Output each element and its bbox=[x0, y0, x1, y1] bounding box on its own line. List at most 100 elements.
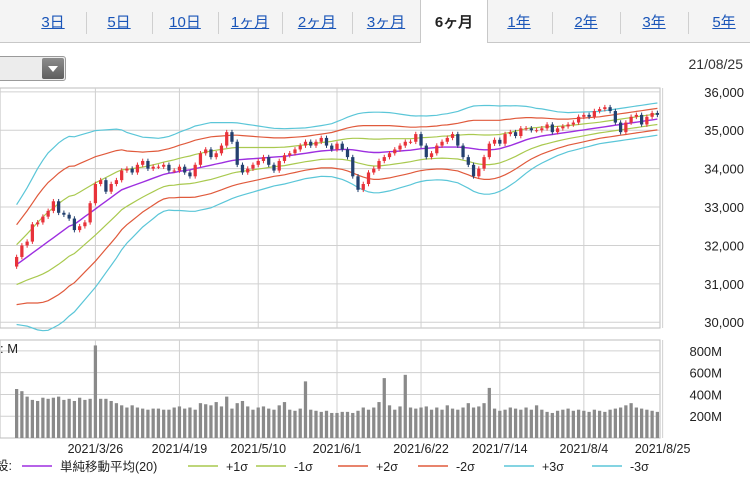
volume-bar bbox=[408, 407, 413, 438]
candle-body bbox=[608, 107, 612, 112]
x-tick-label: 2021/7/14 bbox=[472, 442, 528, 456]
price-tick-label: 33,000 bbox=[704, 200, 744, 215]
volume-bar bbox=[555, 410, 560, 438]
volume-bar bbox=[450, 408, 455, 438]
volume-tick-label: 800M bbox=[689, 344, 722, 359]
tab-2[interactable]: 10日 bbox=[169, 14, 201, 31]
tab-3[interactable]: 1ヶ月 bbox=[230, 14, 270, 31]
volume-bar bbox=[277, 405, 281, 438]
volume-bar bbox=[183, 408, 187, 438]
volume-bar bbox=[513, 408, 518, 438]
tab-8[interactable]: 2年 bbox=[574, 14, 598, 31]
candle-body bbox=[14, 256, 19, 267]
volume-bar bbox=[356, 410, 360, 438]
chevron-down-icon[interactable] bbox=[42, 58, 64, 79]
candle-body bbox=[445, 137, 449, 142]
candle-body bbox=[114, 180, 119, 184]
volume-bar bbox=[655, 411, 660, 438]
volume-bar bbox=[240, 400, 245, 438]
volume-bar bbox=[198, 403, 203, 438]
candle-body bbox=[382, 157, 386, 161]
volume-bar bbox=[141, 408, 145, 438]
indicator-dropdown[interactable] bbox=[0, 56, 66, 81]
candle-body bbox=[624, 122, 628, 133]
volume-bar bbox=[340, 411, 344, 438]
candle-body bbox=[225, 132, 229, 146]
volume-bar bbox=[445, 405, 449, 438]
tab-1[interactable]: 5日 bbox=[107, 14, 131, 31]
volume-bar bbox=[188, 407, 192, 438]
candle-body bbox=[162, 164, 166, 167]
volume-bar bbox=[424, 406, 428, 438]
volume-bar bbox=[597, 410, 602, 438]
volume-bar bbox=[372, 407, 376, 438]
candle-body bbox=[414, 134, 418, 142]
band-minus2 bbox=[16, 129, 658, 306]
candle-body bbox=[487, 143, 491, 158]
candle-body bbox=[272, 164, 276, 171]
candle-body bbox=[492, 139, 497, 144]
candle-body bbox=[277, 160, 281, 171]
tab-7[interactable]: 1年 bbox=[507, 14, 531, 31]
candle-body bbox=[408, 141, 413, 143]
volume-bar bbox=[566, 408, 570, 438]
tab-10[interactable]: 5年 bbox=[712, 14, 736, 31]
candle-body bbox=[524, 128, 528, 130]
volume-bar bbox=[629, 403, 633, 438]
x-tick-label: 2021/6/1 bbox=[313, 442, 362, 456]
candle-body bbox=[104, 180, 108, 192]
x-tick-label: 2021/6/22 bbox=[393, 442, 449, 456]
candle-body bbox=[503, 134, 507, 144]
volume-bar bbox=[487, 387, 491, 438]
volume-bar bbox=[25, 396, 29, 438]
candle-body bbox=[393, 149, 397, 154]
volume-bar bbox=[582, 410, 586, 438]
candle-body bbox=[424, 145, 428, 158]
candle-body bbox=[88, 203, 92, 223]
volume-bar bbox=[51, 397, 56, 438]
candle-body bbox=[288, 153, 292, 156]
candle-body bbox=[298, 145, 302, 150]
price-tick-label: 32,000 bbox=[704, 238, 744, 253]
volume-bar bbox=[639, 408, 644, 438]
volume-bar bbox=[46, 398, 50, 438]
volume-bar bbox=[429, 409, 434, 438]
volume-bar bbox=[93, 345, 98, 438]
candle-body bbox=[141, 160, 145, 165]
volume-bar bbox=[592, 409, 596, 438]
volume-panel-frame bbox=[0, 339, 661, 439]
volume-bar bbox=[114, 403, 119, 438]
volume-bar bbox=[88, 398, 92, 438]
price-tick-label: 31,000 bbox=[704, 277, 744, 292]
candle-body bbox=[261, 157, 266, 161]
candle-body bbox=[240, 164, 245, 173]
candle-body bbox=[613, 111, 617, 123]
legend-label: -2σ bbox=[456, 460, 475, 474]
candle-body bbox=[372, 168, 376, 173]
volume-bar bbox=[104, 398, 108, 438]
tab-0[interactable]: 3日 bbox=[41, 14, 65, 31]
volume-bar bbox=[162, 409, 166, 438]
tab-4[interactable]: 2ヶ月 bbox=[297, 14, 337, 31]
volume-bar bbox=[193, 409, 197, 438]
tab-5[interactable]: 3ヶ月 bbox=[366, 14, 406, 31]
legend-label: +2σ bbox=[376, 460, 398, 474]
volume-bar bbox=[603, 411, 607, 438]
candle-body bbox=[351, 157, 355, 177]
x-tick-label: 2021/5/10 bbox=[230, 442, 286, 456]
candle-body bbox=[167, 164, 171, 171]
candle-body bbox=[335, 143, 339, 150]
candle-body bbox=[67, 214, 71, 219]
volume-bar bbox=[471, 407, 476, 438]
volume-bar bbox=[477, 406, 481, 438]
tab-9[interactable]: 3年 bbox=[642, 14, 666, 31]
tab-6[interactable]: 6ヶ月 bbox=[420, 0, 488, 43]
volume-bar bbox=[624, 405, 628, 438]
band-plus3 bbox=[16, 102, 658, 206]
candle-body bbox=[156, 166, 161, 168]
volume-bar bbox=[267, 408, 271, 438]
candle-body bbox=[529, 128, 533, 131]
candle-body bbox=[466, 157, 470, 165]
candle-body bbox=[550, 124, 554, 133]
